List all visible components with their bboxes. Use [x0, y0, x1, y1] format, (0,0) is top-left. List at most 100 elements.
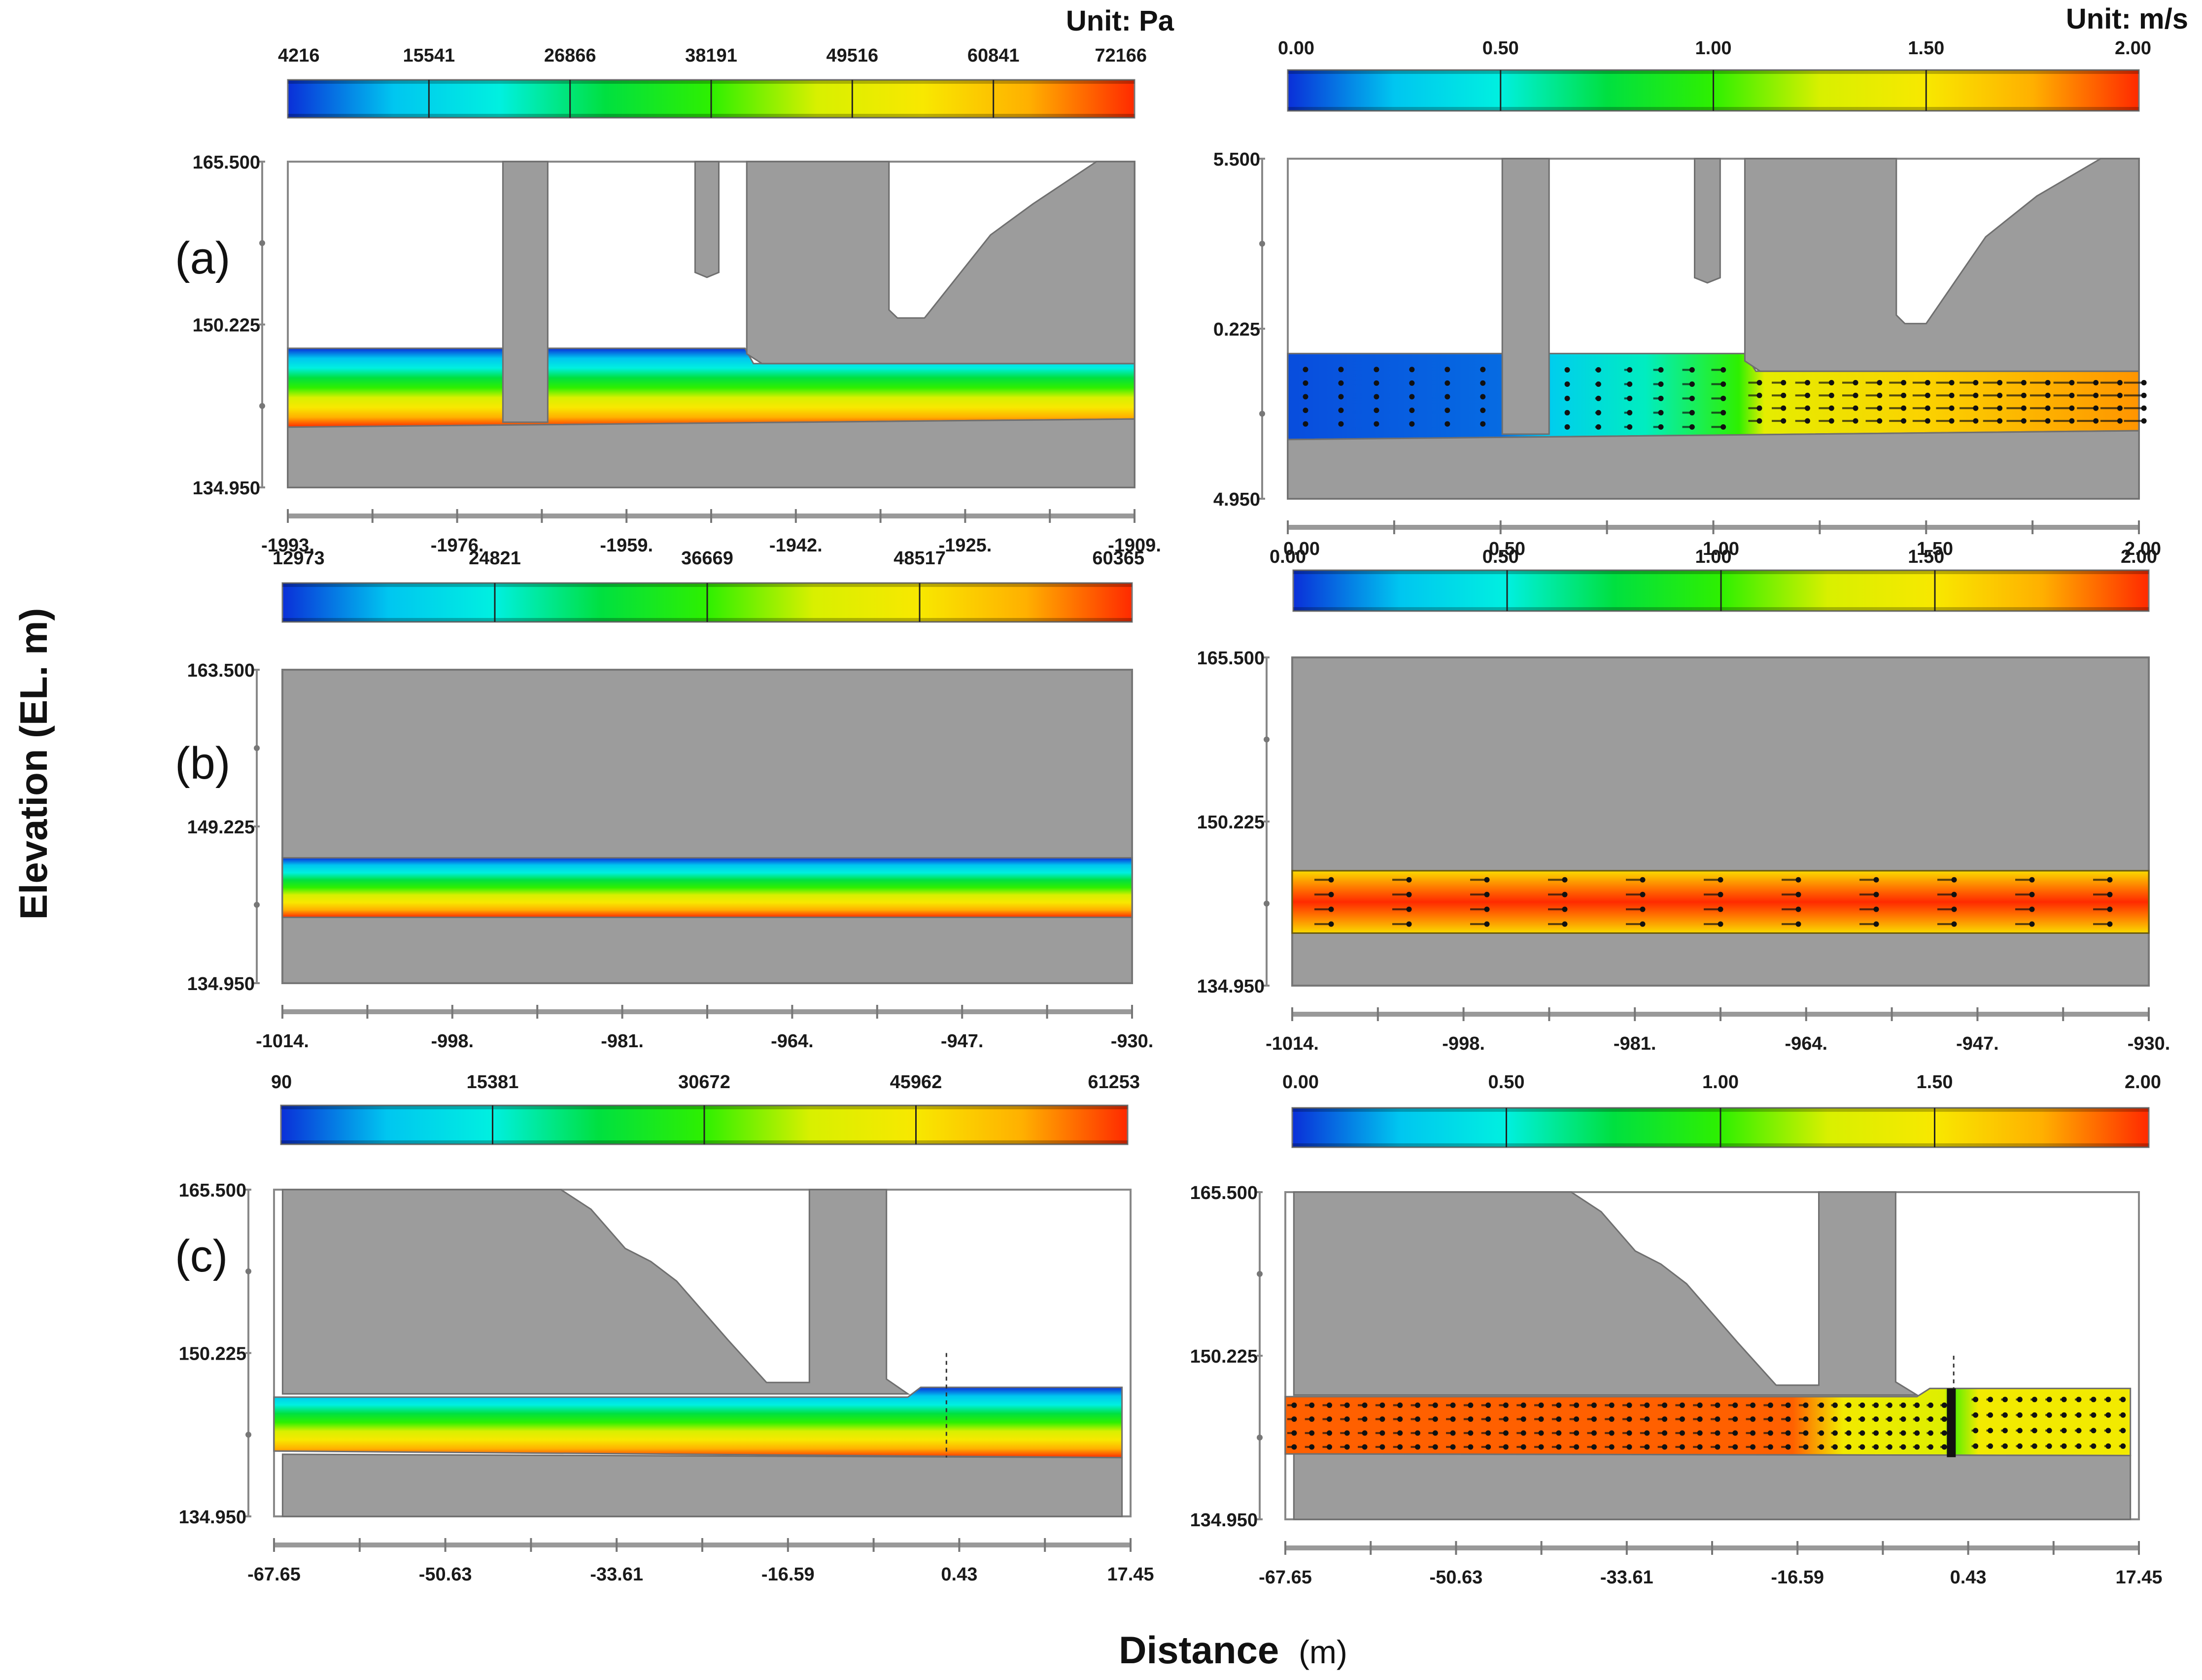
colorbar-tick-label: 12973: [273, 548, 325, 569]
velocity-vector-head: [1951, 877, 1957, 883]
y-tick-label: 134.950: [1197, 976, 1265, 997]
velocity-vector-head: [1781, 392, 1787, 398]
velocity-vector-head: [1914, 1402, 1920, 1408]
velocity-vector-head: [1562, 891, 1568, 897]
velocity-vector-head: [1450, 1444, 1456, 1450]
velocity-vector-head: [1445, 408, 1450, 413]
velocity-vector-head: [2120, 1412, 2126, 1418]
colorbar-tick-label: 24821: [469, 548, 521, 569]
colorbar-tick-label: 1.50: [1917, 1072, 1953, 1093]
x-axis-title: Distance (m): [1119, 1628, 1347, 1672]
velocity-vector-head: [1887, 1430, 1892, 1436]
velocity-vector-head: [1901, 392, 1907, 398]
velocity-vector-head: [1484, 877, 1490, 883]
velocity-vector-head: [1658, 381, 1664, 387]
velocity-vector-head: [1873, 1402, 1879, 1408]
colorbar-tick-label: 0.00: [1278, 38, 1314, 59]
velocity-vector-head: [2046, 1397, 2052, 1403]
velocity-vector-head: [1715, 1430, 1720, 1436]
velocity-vector-head: [2031, 1428, 2037, 1434]
velocity-vector-head: [1949, 380, 1955, 386]
velocity-vector-head: [1338, 408, 1344, 413]
axes-b-velocity: 165.500 150.225 134.950 -1014. -998. -981. -96…: [1197, 648, 2170, 1054]
velocity-vector-head: [1949, 418, 1955, 424]
velocity-vector-head: [2046, 1428, 2052, 1434]
colorbar-tick-label: 1.50: [1917, 539, 1953, 559]
velocity-vector-head: [1303, 380, 1308, 386]
velocity-vector-head: [1689, 424, 1695, 430]
velocity-vector-head: [1900, 1416, 1906, 1422]
dam-structure: [1744, 158, 2140, 372]
velocity-vector-head: [1662, 1416, 1668, 1422]
velocity-vector-head: [1873, 906, 1879, 912]
y-tick-label: 163.500: [187, 660, 255, 681]
velocity-vector-head: [2046, 1412, 2052, 1418]
colorbar-tick-label: 61253: [1088, 1072, 1140, 1093]
velocity-vector-head: [1484, 906, 1490, 912]
velocity-vector-head: [1877, 380, 1883, 386]
velocity-vector-head: [1326, 1402, 1332, 1408]
y-tick-label: 165.500: [179, 1180, 246, 1201]
velocity-vector-head: [1538, 1416, 1544, 1422]
velocity-vector-head: [1379, 1402, 1385, 1408]
velocity-vector-head: [2107, 906, 2113, 912]
velocity-vector-head: [1795, 906, 1801, 912]
velocity-vector-head: [1750, 1444, 1756, 1450]
velocity-vector-head: [1595, 395, 1601, 401]
colorbar-tick-label: 49516: [826, 45, 878, 66]
velocity-vector-head: [1732, 1402, 1738, 1408]
colorbar-c-pressure: 90 15381 30672 45962 61253: [271, 1072, 1140, 1145]
velocity-vector-head: [1662, 1402, 1668, 1408]
velocity-vector-head: [1951, 891, 1957, 897]
velocity-vector-head: [1658, 395, 1664, 401]
velocity-vector-head: [1520, 1444, 1526, 1450]
velocity-vector-head: [1374, 380, 1379, 386]
velocity-vector-head: [2117, 418, 2123, 424]
velocity-vector-head: [1309, 1444, 1315, 1450]
colorbar-tick-label: 15541: [403, 45, 455, 66]
colorbar-tick-label: 36669: [681, 548, 733, 569]
x-tick-label: -16.59: [761, 1564, 815, 1585]
colorbar-b-velocity: 0.00 0.50 1.00 1.50 2.00: [1283, 539, 2161, 612]
velocity-vector-head: [2031, 1443, 2037, 1449]
velocity-vector-head: [2031, 1412, 2037, 1418]
x-tick-label: -964.: [771, 1031, 814, 1052]
velocity-vector-head: [1658, 424, 1664, 430]
velocity-vector-head: [2017, 1412, 2023, 1418]
velocity-vector-head: [2002, 1428, 2008, 1434]
velocity-vector-head: [2045, 380, 2051, 386]
y-axis-title: Elevation (EL. m): [12, 608, 55, 920]
colorbar-tick-label: 2.00: [2125, 1072, 2161, 1093]
velocity-vector-head: [1697, 1444, 1703, 1450]
velocity-vector-head: [1901, 405, 1907, 411]
channel-bed: [1293, 1453, 2132, 1520]
velocity-vector-head: [1468, 1444, 1474, 1450]
velocity-vector-head: [2002, 1397, 2008, 1403]
velocity-vector-head: [1877, 418, 1883, 424]
velocity-vector-head: [2021, 418, 2027, 424]
velocity-vector-head: [1303, 408, 1308, 413]
velocity-vector-head: [1595, 367, 1601, 373]
velocity-vector-head: [1846, 1416, 1852, 1422]
velocity-vector-head: [1326, 1416, 1332, 1422]
colorbar-tick-label: 90: [271, 1072, 292, 1093]
panel-label-c: (c): [175, 1231, 228, 1281]
velocity-vector-head: [1480, 408, 1486, 413]
velocity-vector-head: [1720, 424, 1726, 430]
velocity-vector-head: [1338, 421, 1344, 427]
velocity-vector-head: [2069, 392, 2075, 398]
colorbar-tick-label: 1.00: [1703, 539, 1739, 559]
velocity-vector-head: [1925, 418, 1930, 424]
axes-b-pressure: 163.500 149.225 134.950 -1014. -998. -981. -96…: [187, 660, 1154, 1052]
velocity-vector-head: [1564, 395, 1570, 401]
velocity-vector-head: [1803, 1402, 1809, 1408]
velocity-vector-head: [1432, 1430, 1438, 1436]
velocity-vector-head: [1362, 1444, 1368, 1450]
velocity-vector-head: [1591, 1402, 1597, 1408]
velocity-vector-head: [1873, 1430, 1879, 1436]
velocity-vector-head: [1914, 1416, 1920, 1422]
y-tick-label: 150.225: [193, 315, 260, 336]
velocity-vector-head: [1925, 392, 1930, 398]
velocity-vector-head: [1574, 1444, 1580, 1450]
